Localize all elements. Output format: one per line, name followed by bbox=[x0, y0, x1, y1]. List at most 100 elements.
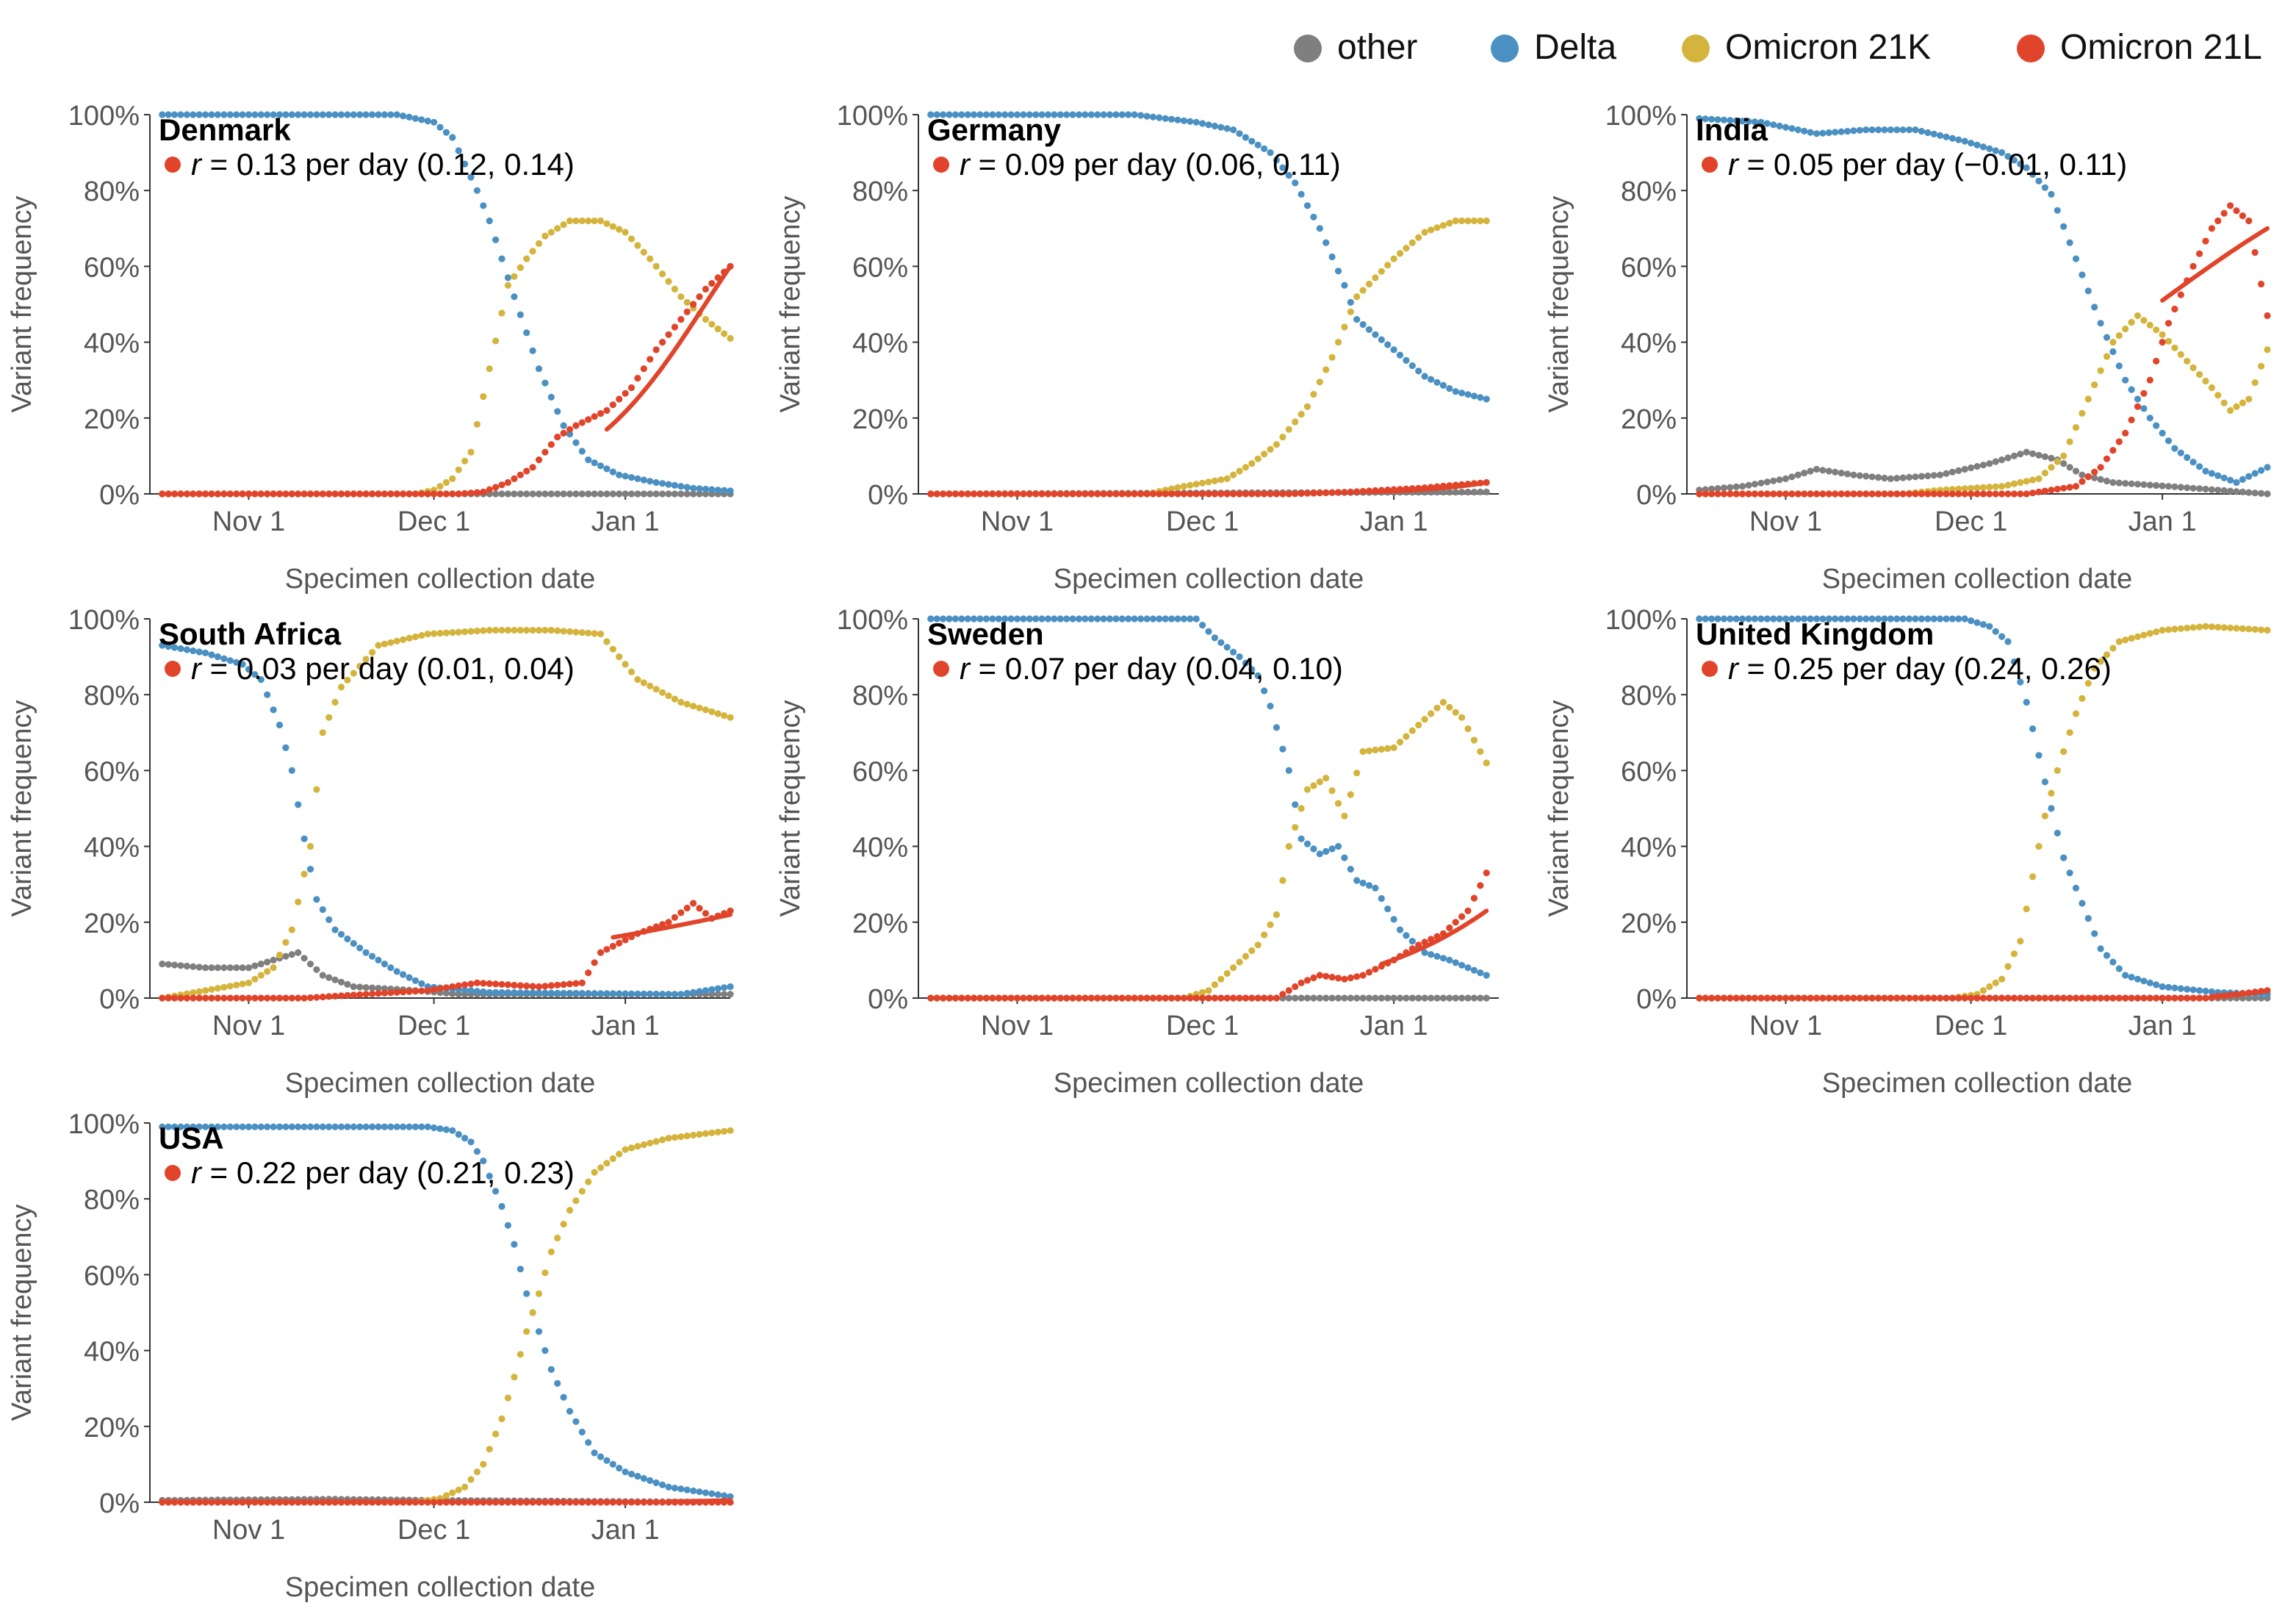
data-point bbox=[1378, 894, 1385, 903]
data-point bbox=[1470, 217, 1478, 225]
data-point bbox=[1757, 490, 1765, 498]
data-point bbox=[714, 1128, 721, 1135]
data-point bbox=[2189, 262, 2197, 270]
data-point bbox=[951, 111, 959, 118]
data-point bbox=[702, 1489, 710, 1496]
data-point bbox=[1106, 490, 1114, 498]
data-point bbox=[2010, 157, 2018, 164]
y-axis-label: Variant frequency bbox=[7, 700, 37, 916]
data-point bbox=[609, 1155, 616, 1163]
data-point bbox=[1298, 411, 1305, 418]
data-point bbox=[1230, 994, 1237, 1002]
data-point bbox=[1180, 994, 1187, 1002]
data-point bbox=[473, 489, 481, 496]
data-point bbox=[2054, 829, 2061, 837]
data-point bbox=[702, 485, 710, 493]
data-point bbox=[690, 1131, 697, 1139]
data-point bbox=[609, 942, 616, 950]
data-point bbox=[1807, 467, 1814, 475]
data-point bbox=[393, 1123, 400, 1130]
data-point bbox=[331, 976, 339, 983]
data-point bbox=[1415, 234, 1422, 241]
data-point bbox=[319, 972, 326, 979]
data-point bbox=[2140, 994, 2148, 1002]
x-tick-label: Jan 1 bbox=[591, 1515, 660, 1546]
data-point bbox=[220, 994, 228, 1002]
data-point bbox=[696, 1130, 703, 1138]
data-point bbox=[1174, 490, 1181, 498]
data-point bbox=[690, 301, 697, 308]
data-point bbox=[480, 1499, 487, 1506]
data-point bbox=[683, 989, 691, 997]
data-point bbox=[964, 111, 971, 118]
data-point bbox=[640, 1499, 647, 1506]
data-point bbox=[2079, 900, 2086, 907]
data-point bbox=[591, 1499, 598, 1506]
data-point bbox=[2079, 409, 2086, 417]
data-point bbox=[1893, 615, 1901, 622]
data-point bbox=[566, 217, 574, 225]
data-point bbox=[1874, 615, 1882, 622]
data-point bbox=[677, 1485, 685, 1493]
data-point bbox=[1390, 255, 1397, 262]
data-point bbox=[319, 1123, 326, 1130]
data-point bbox=[652, 1499, 660, 1506]
data-point bbox=[1248, 137, 1256, 145]
data-point bbox=[2159, 339, 2166, 346]
data-point bbox=[603, 465, 611, 473]
data-point bbox=[1020, 615, 1027, 622]
data-point bbox=[1720, 490, 1727, 498]
data-point bbox=[1850, 994, 1857, 1002]
data-point bbox=[535, 983, 543, 991]
data-point bbox=[683, 308, 691, 315]
data-point bbox=[208, 490, 215, 498]
y-tick-label: 60% bbox=[84, 252, 140, 283]
data-point bbox=[616, 471, 623, 478]
data-point bbox=[989, 111, 996, 118]
data-point bbox=[1452, 217, 1459, 225]
data-point bbox=[1899, 994, 1907, 1002]
data-point bbox=[690, 989, 697, 996]
data-point bbox=[677, 1133, 685, 1141]
data-point bbox=[486, 486, 493, 493]
data-point bbox=[523, 626, 530, 634]
data-point bbox=[609, 1499, 616, 1506]
data-point bbox=[585, 217, 592, 225]
data-point bbox=[1863, 490, 1870, 498]
data-point bbox=[257, 994, 264, 1002]
data-point bbox=[2146, 376, 2153, 384]
data-point bbox=[195, 994, 203, 1002]
data-point bbox=[1310, 845, 1317, 853]
data-point bbox=[1433, 224, 1441, 232]
data-point bbox=[1168, 490, 1176, 498]
data-point bbox=[301, 994, 308, 1002]
data-point bbox=[276, 951, 284, 959]
data-point bbox=[2202, 622, 2209, 630]
data-point bbox=[511, 1499, 518, 1506]
data-point bbox=[1912, 615, 1919, 622]
data-point bbox=[1992, 483, 1999, 490]
data-point bbox=[1727, 490, 1734, 498]
data-point bbox=[387, 1123, 395, 1130]
data-point bbox=[2029, 994, 2037, 1002]
data-point bbox=[2122, 376, 2129, 384]
data-point bbox=[2202, 467, 2209, 475]
data-point bbox=[2184, 994, 2191, 1002]
data-point bbox=[1026, 615, 1033, 622]
x-tick-label: Nov 1 bbox=[981, 1011, 1054, 1041]
data-point bbox=[1347, 488, 1354, 496]
data-point bbox=[2128, 480, 2135, 487]
data-point bbox=[1838, 470, 1845, 477]
data-point bbox=[1236, 490, 1243, 498]
data-point bbox=[1199, 120, 1206, 127]
data-point bbox=[431, 1124, 438, 1132]
data-point bbox=[2103, 334, 2111, 341]
data-point bbox=[2010, 452, 2018, 460]
data-point bbox=[2084, 915, 2092, 922]
data-point bbox=[183, 646, 190, 653]
data-point bbox=[331, 111, 339, 118]
data-point bbox=[554, 1234, 561, 1242]
data-point bbox=[1452, 388, 1459, 395]
data-point bbox=[982, 111, 990, 118]
data-point bbox=[226, 657, 234, 664]
